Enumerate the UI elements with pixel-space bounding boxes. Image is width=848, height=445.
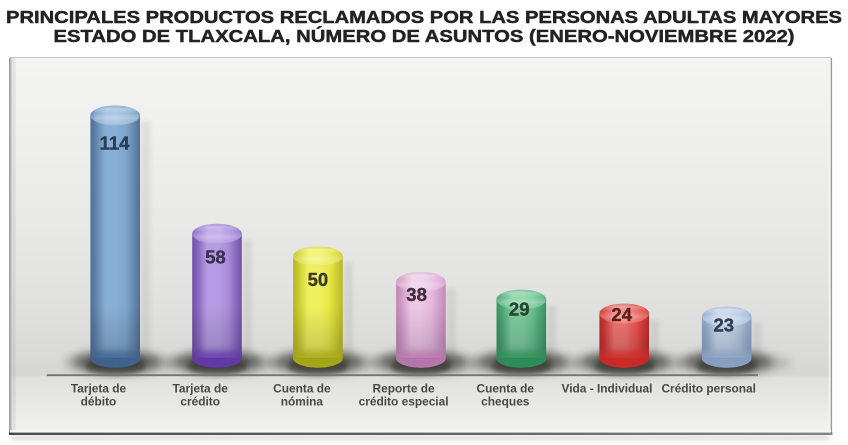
svg-text:58: 58 bbox=[205, 247, 226, 268]
svg-text:Tarjeta de: Tarjeta de bbox=[173, 382, 229, 396]
svg-text:29: 29 bbox=[509, 298, 530, 319]
svg-text:Vida - Individual: Vida - Individual bbox=[562, 382, 653, 396]
svg-text:ESTADO DE TLAXCALA, NÚMERO DE: ESTADO DE TLAXCALA, NÚMERO DE ASUNTOS (E… bbox=[54, 25, 795, 46]
svg-text:114: 114 bbox=[100, 132, 131, 153]
svg-text:Tarjeta de: Tarjeta de bbox=[71, 382, 127, 396]
svg-text:Cuenta de: Cuenta de bbox=[273, 382, 331, 396]
svg-text:Reporte de: Reporte de bbox=[373, 382, 435, 396]
svg-text:crédito: crédito bbox=[180, 395, 220, 409]
svg-text:débito: débito bbox=[81, 395, 117, 409]
svg-text:cheques: cheques bbox=[481, 395, 530, 409]
svg-text:38: 38 bbox=[406, 284, 427, 305]
svg-text:Crédito personal: Crédito personal bbox=[661, 382, 755, 396]
svg-text:nómina: nómina bbox=[281, 395, 324, 409]
svg-text:crédito especial: crédito especial bbox=[359, 395, 449, 409]
svg-text:24: 24 bbox=[611, 304, 632, 325]
svg-text:PRINCIPALES PRODUCTOS RECLAMAD: PRINCIPALES PRODUCTOS RECLAMADOS POR LAS… bbox=[6, 7, 842, 27]
svg-text:23: 23 bbox=[714, 315, 735, 336]
svg-text:50: 50 bbox=[308, 269, 329, 290]
svg-text:Cuenta de: Cuenta de bbox=[477, 382, 535, 396]
